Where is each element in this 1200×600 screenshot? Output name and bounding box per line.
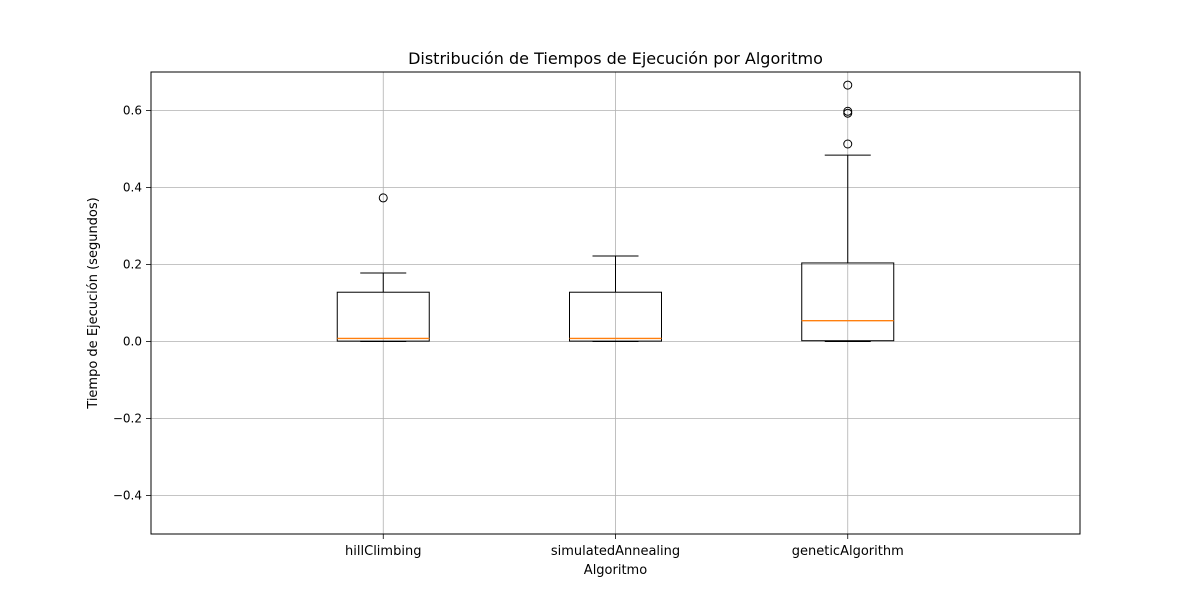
- y-axis-label: Tiempo de Ejecución (segundos): [86, 197, 101, 409]
- y-tick-label: 0.2: [123, 258, 142, 272]
- chart-title: Distribución de Tiempos de Ejecución por…: [408, 49, 823, 68]
- axis-ticks: −0.4 −0.2 0.0 0.2 0.4 0.6 hillClimbing simulate…: [113, 104, 904, 560]
- box-group: [801, 80, 895, 342]
- x-axis-label: Algoritmo: [584, 563, 647, 578]
- y-tick-label: −0.2: [113, 412, 142, 426]
- box-group: [336, 193, 430, 342]
- iqr-box: [801, 262, 895, 342]
- y-tick-label: 0.0: [123, 335, 142, 349]
- box-plot-series: [336, 80, 895, 342]
- iqr-box: [569, 291, 662, 342]
- outlier-point: [843, 139, 853, 149]
- y-tick-label: 0.6: [123, 104, 142, 118]
- x-tick-label: simulatedAnnealing: [551, 544, 680, 559]
- outlier-point: [378, 193, 388, 203]
- y-tick-label: −0.4: [113, 489, 142, 503]
- iqr-box: [336, 291, 430, 342]
- x-tick-label: geneticAlgorithm: [792, 544, 904, 559]
- x-tick-label: hillClimbing: [345, 544, 421, 559]
- y-tick-label: 0.4: [123, 181, 142, 195]
- box-group: [569, 255, 662, 342]
- outlier-point: [843, 106, 853, 116]
- outlier-point: [843, 80, 853, 90]
- grid-lines: [151, 72, 1080, 534]
